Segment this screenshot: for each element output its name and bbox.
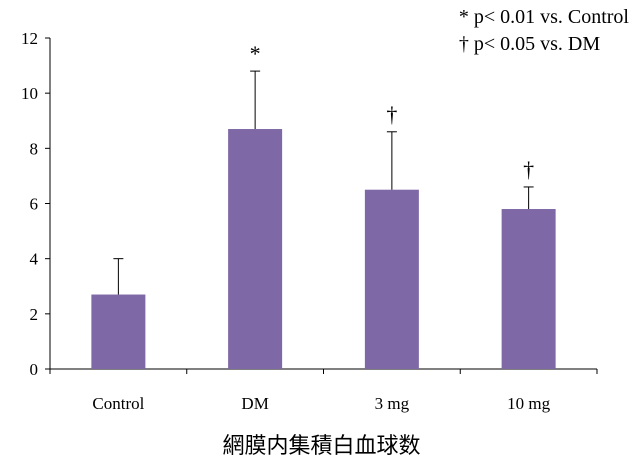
error-bars bbox=[113, 70, 534, 295]
x-tick-label-1: DM bbox=[241, 394, 268, 413]
x-axis-label: 網膜内集積白血球数 bbox=[222, 434, 421, 459]
y-tick-label: 0 bbox=[30, 360, 39, 379]
x-tick-label-2: 3 mg bbox=[375, 394, 410, 413]
y-tick-labels: 0 2 4 6 8 10 12 bbox=[21, 29, 39, 379]
y-tick-label: 8 bbox=[30, 139, 39, 158]
y-tick-label: 12 bbox=[21, 29, 38, 48]
y-tick-label: 10 bbox=[21, 84, 38, 103]
bars bbox=[91, 129, 556, 369]
bar-2 bbox=[364, 189, 419, 369]
y-tick-label: 4 bbox=[30, 250, 39, 269]
y-tick-label: 6 bbox=[30, 195, 39, 214]
x-tick-label-0: Control bbox=[92, 394, 144, 413]
bar-0 bbox=[91, 294, 146, 369]
significance-marker-2: † bbox=[386, 102, 397, 127]
significance-marker-3: † bbox=[523, 157, 534, 182]
x-tick-label-3: 10 mg bbox=[507, 394, 550, 413]
legend-entry-dm: † p< 0.05 vs. DM bbox=[458, 33, 601, 55]
bar-3 bbox=[501, 209, 556, 369]
x-tick-labels: Control DM 3 mg 10 mg bbox=[92, 394, 550, 413]
y-tick-label: 2 bbox=[30, 305, 39, 324]
significance-marker-1: * bbox=[250, 41, 261, 66]
legend: * p< 0.01 vs. Control † p< 0.05 vs. DM bbox=[459, 4, 629, 58]
significance-markers: * † † bbox=[250, 41, 535, 182]
legend-entry-control: * p< 0.01 vs. Control bbox=[458, 6, 629, 28]
bar-1 bbox=[228, 129, 283, 369]
